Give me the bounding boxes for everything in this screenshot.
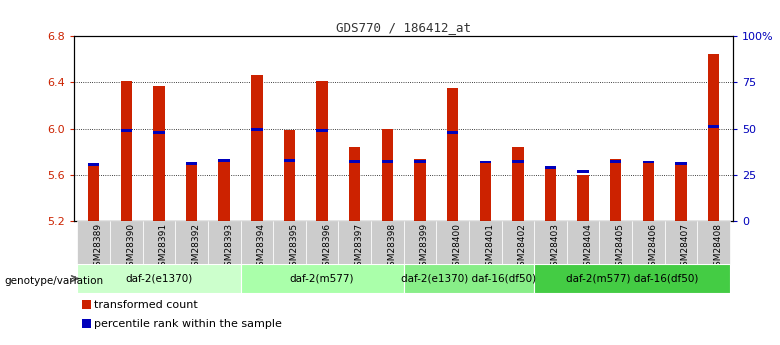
Bar xyxy=(284,159,295,162)
Bar xyxy=(414,158,426,221)
Bar xyxy=(403,264,534,293)
Title: GDS770 / 186412_at: GDS770 / 186412_at xyxy=(336,21,471,34)
Bar xyxy=(567,221,599,264)
Bar xyxy=(186,163,197,221)
Bar xyxy=(447,88,459,221)
Text: percentile rank within the sample: percentile rank within the sample xyxy=(94,319,282,328)
Text: daf-2(e1370) daf-16(df50): daf-2(e1370) daf-16(df50) xyxy=(402,274,537,284)
Bar xyxy=(534,264,730,293)
Text: GSM28396: GSM28396 xyxy=(322,223,331,272)
Bar xyxy=(306,221,339,264)
Bar xyxy=(110,221,143,264)
Bar xyxy=(121,129,132,132)
Bar xyxy=(77,221,110,264)
Text: transformed count: transformed count xyxy=(94,300,198,309)
Bar xyxy=(544,166,556,169)
Bar xyxy=(502,221,534,264)
Text: GSM28395: GSM28395 xyxy=(289,223,299,272)
Bar xyxy=(610,158,622,221)
Bar xyxy=(708,125,719,128)
Bar xyxy=(240,264,403,293)
Bar xyxy=(121,81,132,221)
Bar xyxy=(218,161,230,221)
Text: GSM28408: GSM28408 xyxy=(714,223,722,272)
Bar xyxy=(708,53,719,221)
Bar xyxy=(436,221,469,264)
Bar xyxy=(273,221,306,264)
Text: GSM28392: GSM28392 xyxy=(192,223,200,272)
Bar xyxy=(153,131,165,134)
Bar xyxy=(643,160,654,164)
Bar xyxy=(317,81,328,221)
Bar xyxy=(403,221,436,264)
Bar xyxy=(218,159,230,162)
Text: GSM28399: GSM28399 xyxy=(420,223,429,272)
Text: GSM28397: GSM28397 xyxy=(355,223,363,272)
Text: GSM28404: GSM28404 xyxy=(583,223,592,272)
Bar xyxy=(143,221,176,264)
Text: daf-2(m577): daf-2(m577) xyxy=(290,274,354,284)
Text: GSM28402: GSM28402 xyxy=(518,223,527,272)
Text: GSM28407: GSM28407 xyxy=(681,223,690,272)
Bar xyxy=(208,221,240,264)
Bar xyxy=(469,221,502,264)
Text: daf-2(m577) daf-16(df50): daf-2(m577) daf-16(df50) xyxy=(566,274,698,284)
Text: GSM28400: GSM28400 xyxy=(452,223,462,272)
Bar xyxy=(371,221,403,264)
Bar xyxy=(675,164,686,221)
Bar xyxy=(512,160,523,163)
Bar xyxy=(414,160,426,163)
Text: GSM28401: GSM28401 xyxy=(485,223,495,272)
Bar xyxy=(512,147,523,221)
Bar xyxy=(632,221,665,264)
Bar xyxy=(349,147,360,221)
Bar xyxy=(643,162,654,221)
Bar xyxy=(675,162,686,165)
Bar xyxy=(317,129,328,132)
Bar xyxy=(381,160,393,163)
Bar xyxy=(284,130,295,221)
Bar xyxy=(480,160,491,164)
Bar xyxy=(480,162,491,221)
Bar xyxy=(349,160,360,163)
Text: GSM28403: GSM28403 xyxy=(551,223,559,272)
Text: GSM28389: GSM28389 xyxy=(94,223,103,272)
Bar xyxy=(186,162,197,165)
Bar xyxy=(381,129,393,221)
Text: GSM28405: GSM28405 xyxy=(615,223,625,272)
Text: genotype/variation: genotype/variation xyxy=(4,276,103,286)
Text: GSM28398: GSM28398 xyxy=(388,223,396,272)
Bar xyxy=(610,160,622,163)
Bar xyxy=(88,164,99,166)
Bar xyxy=(665,221,697,264)
Bar xyxy=(153,86,165,221)
Bar xyxy=(88,166,99,221)
Bar xyxy=(534,221,567,264)
Text: GSM28394: GSM28394 xyxy=(257,223,266,272)
Bar xyxy=(339,221,371,264)
Text: GSM28406: GSM28406 xyxy=(648,223,658,272)
Bar xyxy=(697,221,730,264)
Bar xyxy=(176,221,208,264)
Bar xyxy=(251,128,263,130)
Bar xyxy=(544,167,556,221)
Bar xyxy=(240,221,273,264)
Bar xyxy=(577,175,589,221)
Bar xyxy=(599,221,632,264)
Bar xyxy=(251,76,263,221)
Text: GSM28393: GSM28393 xyxy=(224,223,233,272)
Text: GSM28390: GSM28390 xyxy=(126,223,135,272)
Text: GSM28391: GSM28391 xyxy=(159,223,168,272)
Text: daf-2(e1370): daf-2(e1370) xyxy=(126,274,193,284)
Bar xyxy=(577,170,589,173)
Bar xyxy=(77,264,240,293)
Bar xyxy=(447,131,459,134)
